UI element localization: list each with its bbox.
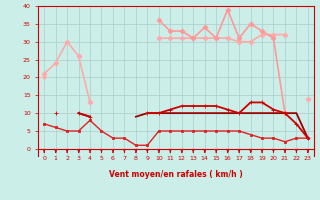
X-axis label: Vent moyen/en rafales ( km/h ): Vent moyen/en rafales ( km/h )	[109, 170, 243, 179]
